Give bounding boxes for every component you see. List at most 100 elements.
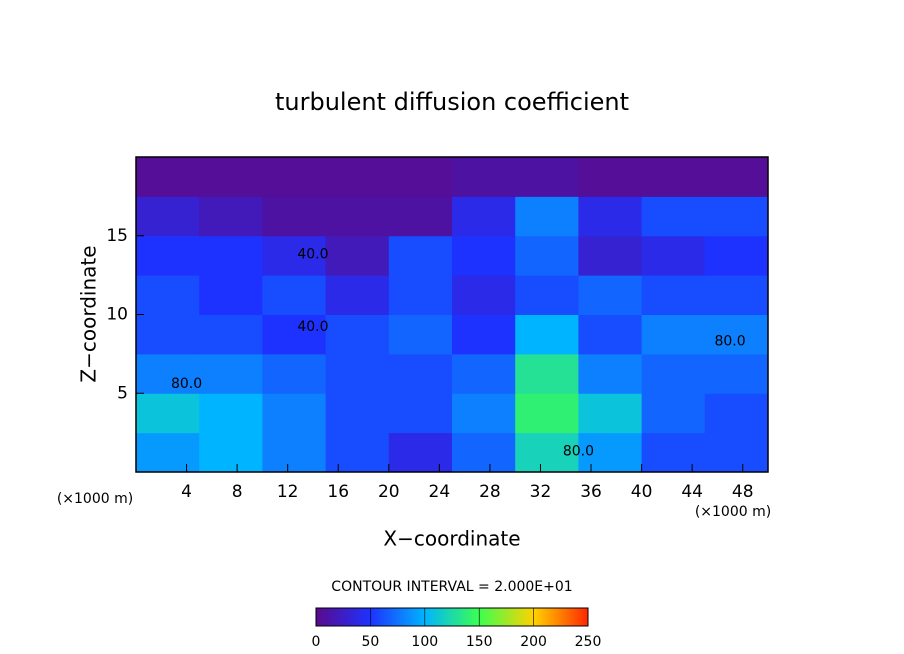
heat-cell — [641, 196, 706, 237]
x-tick-label: 36 — [580, 482, 602, 502]
x-unit: (×1000 m) — [695, 504, 771, 520]
heat-cell — [704, 393, 769, 434]
x-tick-label: 8 — [232, 482, 243, 502]
heat-cell — [199, 314, 263, 355]
heat-cell — [136, 353, 200, 394]
heat-cell — [262, 157, 327, 197]
heat-cell — [388, 314, 453, 355]
heat-cell — [199, 196, 263, 237]
x-tick-label: 4 — [181, 482, 192, 502]
heat-cell — [325, 235, 390, 276]
contour-label: 80.0 — [714, 333, 745, 349]
heat-cell — [325, 275, 390, 315]
heat-cell — [388, 393, 453, 434]
x-tick-label: 16 — [327, 482, 349, 502]
heat-cell — [388, 235, 453, 276]
heat-cell — [578, 353, 643, 394]
chart-title: turbulent diffusion coefficient — [275, 88, 629, 116]
heat-cell — [262, 353, 327, 394]
heat-cell — [136, 393, 200, 434]
heat-cell — [704, 275, 769, 315]
heat-cell — [578, 393, 643, 434]
x-tick-label: 44 — [681, 482, 703, 502]
contour-interval: CONTOUR INTERVAL = 2.000E+01 — [331, 579, 572, 595]
heat-cell — [704, 353, 769, 394]
heat-cell — [452, 353, 516, 394]
heat-cell — [325, 393, 390, 434]
heat-cell — [199, 353, 263, 394]
heat-cell — [325, 353, 390, 394]
contour-label: 40.0 — [297, 319, 328, 335]
heat-cell — [325, 196, 390, 237]
colorbar-tick-label: 50 — [361, 634, 379, 650]
heat-cell — [515, 157, 579, 197]
heat-cell — [262, 432, 327, 473]
heat-cell — [515, 275, 579, 315]
colorbar-tick-label: 200 — [520, 634, 547, 650]
x-tick-label: 20 — [378, 482, 400, 502]
x-tick-label: 40 — [631, 482, 653, 502]
heat-cell — [325, 432, 390, 473]
heat-cell — [199, 275, 263, 315]
heat-cell — [704, 235, 769, 276]
heat-cell — [515, 393, 579, 434]
heat-cell — [388, 432, 453, 473]
heat-cell — [199, 432, 263, 473]
heat-cell — [325, 157, 390, 197]
contour-label: 80.0 — [563, 444, 594, 460]
heat-cell — [641, 393, 706, 434]
heat-cell — [641, 235, 706, 276]
heat-cell — [515, 432, 579, 473]
heat-cell — [325, 314, 390, 355]
heat-cell — [578, 235, 643, 276]
heat-cell — [136, 314, 200, 355]
heat-cell — [452, 157, 516, 197]
heat-cell — [136, 432, 200, 473]
heat-cell — [578, 432, 643, 473]
heat-cell — [262, 314, 327, 355]
heat-cell — [704, 196, 769, 237]
x-axis-label: X−coordinate — [383, 527, 520, 551]
y-axis-label: Z−coordinate — [77, 245, 101, 382]
heat-cell — [452, 432, 516, 473]
heat-cell — [262, 196, 327, 237]
heat-cell — [136, 235, 200, 276]
heat-cell — [136, 157, 200, 197]
heat-cell — [704, 157, 769, 197]
heat-cell — [515, 353, 579, 394]
heat-cell — [199, 235, 263, 276]
y-tick-label: 10 — [106, 305, 128, 325]
colorbar-tick-label: 150 — [466, 634, 493, 650]
heat-cell — [578, 275, 643, 315]
x-tick-label: 24 — [429, 482, 451, 502]
heat-cell — [641, 275, 706, 315]
heat-cell — [704, 432, 769, 473]
heat-cell — [641, 432, 706, 473]
heat-cell — [388, 157, 453, 197]
heat-cell — [641, 353, 706, 394]
heat-cell — [136, 196, 200, 237]
colorbar-tick-label: 250 — [575, 634, 602, 650]
heat-cell — [515, 314, 579, 355]
contour-label: 80.0 — [171, 376, 202, 392]
heat-cell — [578, 314, 643, 355]
y-tick-label: 15 — [106, 226, 128, 246]
x-tick-label: 28 — [479, 482, 501, 502]
heat-cell — [262, 275, 327, 315]
heat-cell — [452, 196, 516, 237]
colorbar — [315, 607, 589, 627]
heat-cell — [452, 314, 516, 355]
colorbar-tick-label: 100 — [411, 634, 438, 650]
heat-cell — [452, 275, 516, 315]
heat-cell — [199, 393, 263, 434]
heat-cell — [452, 393, 516, 434]
heat-cell — [136, 275, 200, 315]
heat-cell — [515, 196, 579, 237]
heat-cell — [388, 353, 453, 394]
colorbar-tick-label: 0 — [312, 634, 321, 650]
heat-cell — [199, 157, 263, 197]
heat-cell — [641, 157, 706, 197]
heat-cell — [388, 196, 453, 237]
x-tick-label: 12 — [277, 482, 299, 502]
